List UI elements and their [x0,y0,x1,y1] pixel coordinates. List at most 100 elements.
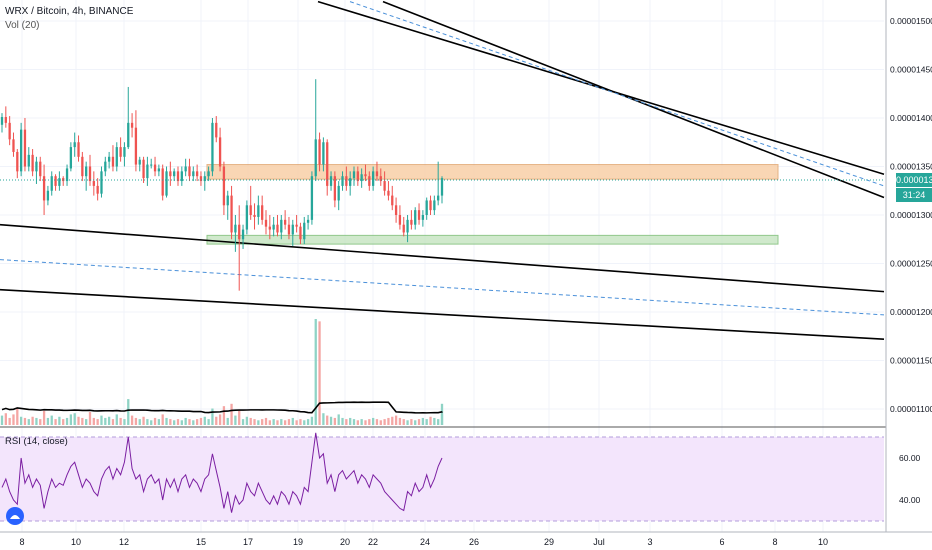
candle [96,185,99,194]
volume-bar [276,420,279,425]
volume-bar [180,420,183,425]
candle [257,205,260,217]
volume-bar [326,415,329,425]
candle [123,147,126,157]
volume-bar [46,417,50,425]
volume-bar [142,416,145,425]
volume-bar [77,416,80,425]
volume-bar [4,413,7,425]
time-tick-label: 22 [368,537,378,547]
volume-bar [104,417,107,425]
candle [425,200,428,215]
candle [35,161,38,172]
candle [314,139,317,177]
candle [345,176,348,186]
time-tick-label: 6 [719,537,724,547]
volume-bar [119,417,122,425]
candles [0,79,444,291]
time-tick-label: 26 [469,537,479,547]
volume-bar [425,419,428,425]
volume-bar [127,399,130,425]
candle [303,222,306,240]
candle [150,164,153,166]
volume-bar [115,414,118,425]
volume-bar [410,419,413,425]
price-tick-label: 0.00001400 [890,113,932,123]
candle [207,171,210,177]
volume-bar [111,419,115,425]
volume-bar [333,417,337,425]
trendlines[interactable] [0,0,885,340]
time-tick-label: 24 [420,537,430,547]
price-axis-bg [886,0,932,532]
volume-bar [134,417,138,425]
candle [46,190,50,201]
candle [16,151,19,172]
lower-channel-top [0,223,885,293]
candle [81,156,84,177]
candle [42,176,46,201]
candle [234,224,237,233]
volume-indicator-label: Vol (20) [5,20,40,31]
volume-bar [318,321,321,425]
candle [402,224,405,233]
volume-bar [19,416,23,425]
candle [153,164,157,172]
candle [180,171,183,182]
volume-bar [383,419,386,425]
volume-bar [341,417,344,425]
volume-bar [295,420,298,425]
candle [119,147,122,157]
volume-bar [161,414,164,425]
price-tick-label: 0.00001250 [890,259,932,269]
candle [211,122,214,172]
candle [375,171,379,177]
volume-bar [42,410,46,425]
volume-bar [153,417,157,425]
candle [249,205,252,215]
volume-bar [268,420,271,425]
volume-bar [12,414,15,425]
candle [253,215,256,217]
volume-bar [322,413,325,425]
candle [238,224,241,240]
candle [173,171,176,177]
candle [31,154,34,172]
candle [283,219,287,225]
candle [333,176,337,201]
candle [349,178,352,186]
candle [27,154,30,167]
price-tick-label: 0.00001300 [890,210,932,220]
time-tick-label: 29 [544,537,554,547]
symbol-title: WRX / Bitcoin, 4h, BINANCE [5,6,134,17]
volume-bar [387,417,390,425]
candle [92,181,95,186]
candle [23,129,27,167]
volume-bar [345,419,348,425]
candle [394,205,398,215]
lower-channel-bottom [0,288,885,340]
price-tick-label: 0.00001150 [890,356,932,366]
candle [169,171,172,177]
current-price-tag: 0.00001336 [896,173,932,187]
candle [138,159,141,165]
volume-bar [39,419,42,425]
volume-bar [283,420,287,425]
candle [406,219,409,233]
candle [287,224,291,235]
volume-bar [402,419,405,425]
candle [364,174,367,177]
candle [184,166,187,172]
tradingview-logo-icon[interactable] [6,507,24,525]
candle [280,219,283,233]
volume-bar [169,419,172,425]
time-tick-label: 17 [243,537,253,547]
volume-bar [375,419,379,425]
candle [306,219,310,223]
candle [8,122,11,140]
candle [440,178,444,196]
candle [146,164,149,179]
candle [157,168,161,172]
candle [188,166,191,177]
